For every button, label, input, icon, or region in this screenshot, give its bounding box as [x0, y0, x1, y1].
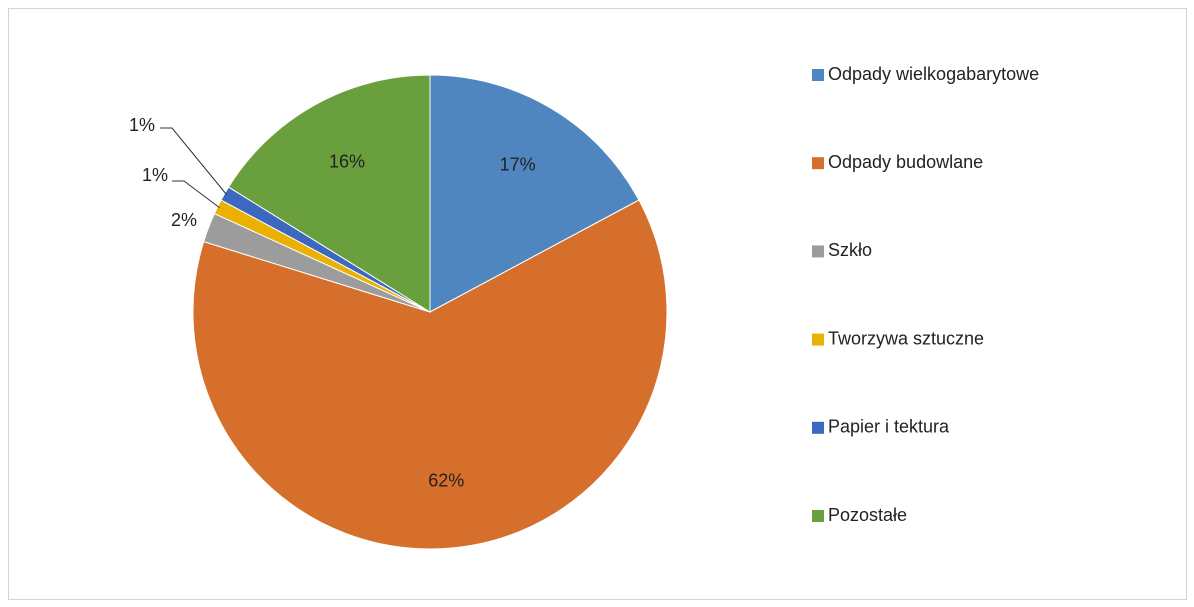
- legend-label: Papier i tektura: [828, 417, 950, 437]
- legend-swatch: [812, 157, 824, 170]
- data-label: 62%: [428, 471, 464, 491]
- leader-line: [160, 127, 227, 195]
- leader-line: [172, 180, 220, 209]
- pie-slice: [192, 199, 668, 550]
- legend-swatch: [812, 333, 824, 346]
- legend-label: Odpady budowlane: [828, 152, 983, 172]
- data-label: 1%: [129, 115, 155, 135]
- pie-slice: [227, 74, 431, 313]
- data-label: 2%: [171, 210, 197, 230]
- legend-swatch: [812, 421, 824, 434]
- legend-swatch: [812, 510, 824, 522]
- pie-slice: [429, 74, 640, 313]
- legend-label: Pozostałe: [828, 505, 907, 525]
- legend-label: Odpady wielkogabarytowe: [828, 64, 1039, 84]
- legend-swatch: [812, 69, 824, 81]
- data-label: 1%: [142, 165, 168, 185]
- data-label: 17%: [500, 154, 536, 174]
- legend-label: Szkło: [828, 240, 872, 260]
- legend-label: Tworzywa sztuczne: [828, 328, 984, 348]
- legend-swatch: [812, 245, 824, 258]
- data-label: 16%: [329, 152, 365, 172]
